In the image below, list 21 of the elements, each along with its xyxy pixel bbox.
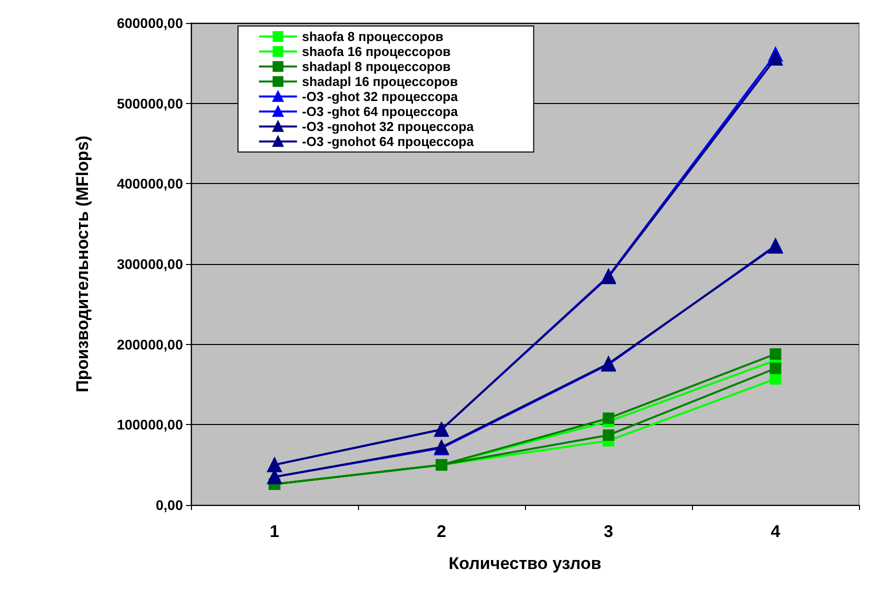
legend-label: -O3 -gnohot 64 процессора (302, 134, 474, 149)
legend-label: shadapl 16 процессоров (302, 74, 458, 89)
x-tick-label: 3 (604, 522, 614, 541)
y-tick-label: 600000,00 (116, 15, 184, 31)
legend-label: -O3 -ghot 64 процессора (302, 104, 459, 119)
x-tick-label: 1 (270, 522, 280, 541)
legend-label: shaofa 16 процессоров (302, 44, 451, 59)
legend-label: shaofa 8 процессоров (302, 29, 444, 44)
x-tick-label: 4 (770, 522, 781, 541)
x-tick-label: 2 (436, 522, 446, 541)
y-tick-label: 200000,00 (116, 336, 184, 352)
y-tick-label: 300000,00 (116, 256, 184, 272)
y-tick-label: 400000,00 (116, 176, 184, 192)
y-tick-label: 100000,00 (116, 416, 184, 433)
y-tick-label: 0,00 (156, 497, 184, 513)
legend-label: -O3 -gnohot 32 процессора (302, 119, 474, 134)
y-axis-title: Производительность (MFlops) (73, 136, 92, 392)
x-axis-title: Количество узлов (448, 554, 602, 573)
legend-label: shadapl 8 процессоров (302, 59, 451, 74)
legend-label: -O3 -ghot 32 процессора (302, 89, 459, 104)
y-tick-label: 500000,00 (116, 95, 184, 112)
